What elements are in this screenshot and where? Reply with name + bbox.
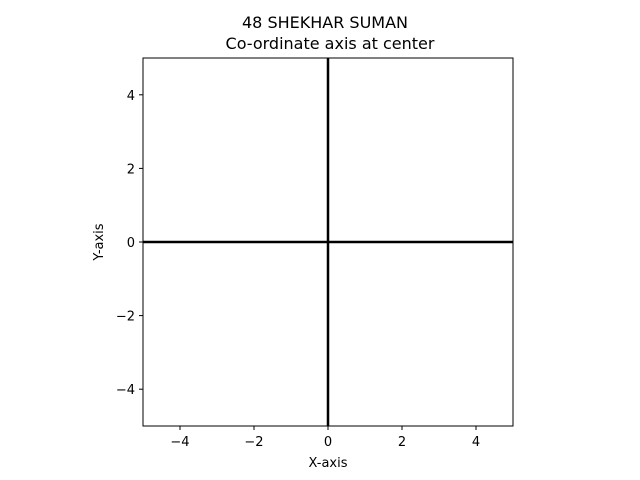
- x-tick-label: −4: [170, 435, 189, 450]
- y-tick-label: −4: [116, 383, 135, 398]
- x-tick-label: 2: [398, 435, 406, 450]
- y-axis-label: Y-axis: [92, 223, 107, 261]
- series-layer: [143, 58, 513, 426]
- chart-title: 48 SHEKHAR SUMAN: [242, 13, 408, 32]
- chart-subtitle: Co-ordinate axis at center: [226, 34, 435, 53]
- x-tick-label: 4: [472, 435, 480, 450]
- y-tick-label: 0: [127, 236, 135, 251]
- x-ticks: −4 −2 0 2 4: [170, 426, 480, 450]
- y-tick-label: −2: [116, 310, 135, 325]
- y-ticks: −4 −2 0 2 4: [116, 89, 143, 398]
- x-tick-label: −2: [244, 435, 263, 450]
- y-tick-label: 4: [127, 89, 135, 104]
- x-axis-label: X-axis: [309, 456, 348, 471]
- x-tick-label: 0: [324, 435, 332, 450]
- y-tick-label: 2: [127, 162, 135, 177]
